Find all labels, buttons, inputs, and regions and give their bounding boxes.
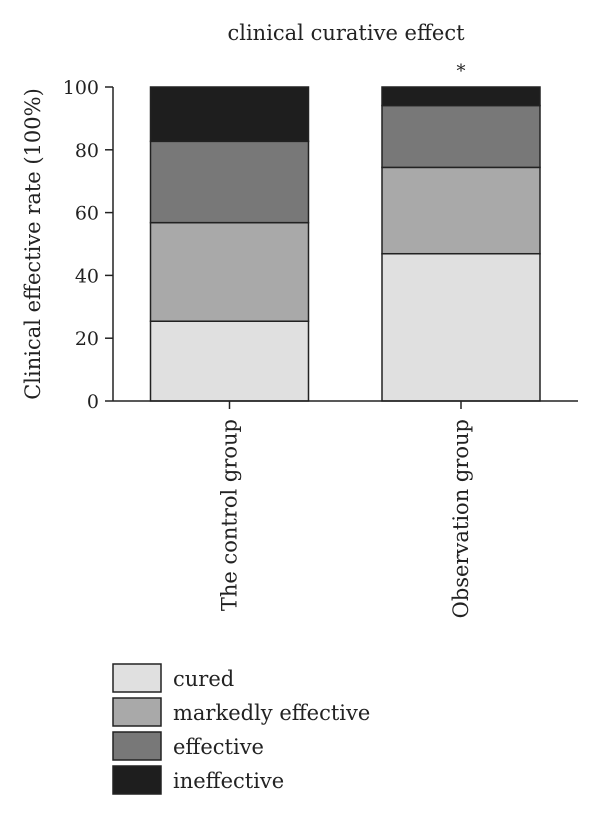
significance-marker-1: * bbox=[457, 61, 466, 82]
y-tick-label-40: 40 bbox=[75, 265, 99, 287]
legend-swatch-ineffective bbox=[112, 765, 162, 795]
x-tick-label-2: Observation group bbox=[449, 419, 473, 618]
chart-title: clinical curative effect bbox=[227, 21, 465, 45]
x-tick-label-1: The control group bbox=[218, 419, 242, 611]
legend-label-ineffective: ineffective bbox=[173, 769, 284, 793]
plot-area: 0 20 40 60 80 100 The control group Observation… bbox=[63, 61, 578, 618]
legend-label-markedly-effective: markedly effective bbox=[173, 701, 370, 725]
bar-segment-markedly-effective-1 bbox=[149, 221, 310, 322]
y-tick-label-20: 20 bbox=[75, 328, 99, 350]
legend-swatch-effective bbox=[112, 731, 162, 761]
legend: cured markedly effective effective ineffect… bbox=[112, 663, 370, 795]
y-axis-label: Clinical effective rate (100%) bbox=[21, 88, 45, 400]
legend-swatch-cured bbox=[112, 663, 162, 693]
legend-swatch-markedly-effective bbox=[112, 697, 162, 727]
legend-label-effective: effective bbox=[173, 735, 264, 759]
bar-segment-cured-2 bbox=[381, 252, 541, 402]
bar-segment-ineffective-1 bbox=[149, 86, 310, 143]
y-tick-label-80: 80 bbox=[75, 140, 99, 162]
bar-segment-markedly-effective-2 bbox=[381, 166, 541, 255]
legend-label-cured: cured bbox=[173, 667, 234, 691]
bar-segment-ineffective-2 bbox=[381, 86, 541, 107]
bar-segment-cured-1 bbox=[149, 320, 310, 402]
y-tick-label-100: 100 bbox=[63, 77, 99, 99]
bar-segment-effective-1 bbox=[149, 140, 310, 224]
y-tick-label-0: 0 bbox=[87, 391, 99, 413]
bar-segment-effective-2 bbox=[381, 104, 541, 169]
y-tick-label-60: 60 bbox=[75, 203, 99, 225]
